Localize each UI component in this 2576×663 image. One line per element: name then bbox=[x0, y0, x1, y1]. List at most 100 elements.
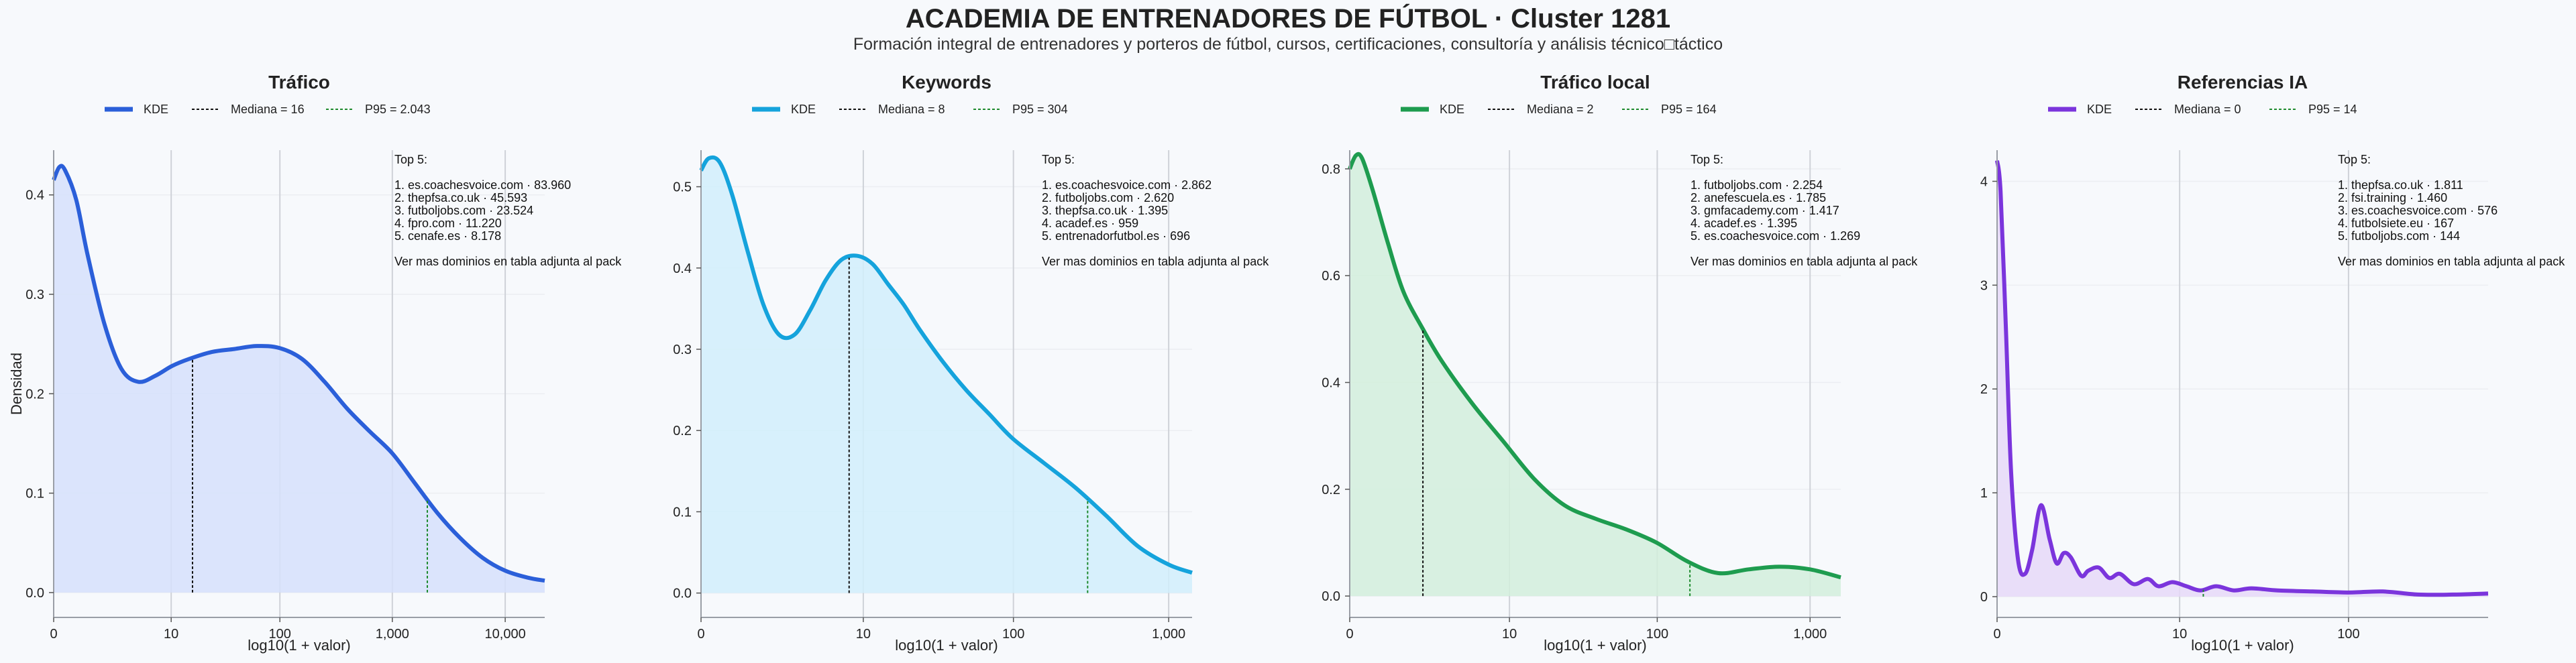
x-tick-label: 10,000 bbox=[485, 627, 526, 642]
top5-header: Top 5: bbox=[2338, 153, 2371, 166]
x-tick-label: 100 bbox=[1646, 627, 1668, 642]
y-tick-label: 0.2 bbox=[1322, 483, 1340, 497]
top5-item: 3. futboljobs.com · 23.524 bbox=[394, 204, 533, 217]
x-tick-label: 10 bbox=[856, 627, 871, 642]
y-tick-label: 0.4 bbox=[1322, 376, 1340, 391]
x-tick-label: 0 bbox=[697, 627, 704, 642]
kde-area bbox=[54, 166, 545, 593]
top5-footer: Ver mas dominios en tabla adjunta al pac… bbox=[1042, 255, 1269, 268]
top5-item: 5. entrenadorfutbol.es · 696 bbox=[1042, 229, 1190, 243]
x-axis-label: log10(1 + valor) bbox=[1544, 637, 1646, 654]
y-tick-label: 0.0 bbox=[673, 587, 692, 601]
y-tick-label: 0.1 bbox=[25, 487, 44, 501]
chart-panel-4: Referencias IA KDE Mediana = 0 P95 = 14 0 1 2 3… bbox=[1980, 72, 2565, 654]
kde-curve bbox=[52, 164, 545, 583]
y-tick-label: 4 bbox=[1980, 174, 1988, 189]
top5-header: Top 5: bbox=[1690, 153, 1723, 166]
legend-median-label: Mediana = 2 bbox=[1527, 103, 1594, 116]
x-tick-label: 0 bbox=[1346, 627, 1353, 642]
top5-footer: Ver mas dominios en tabla adjunta al pac… bbox=[394, 255, 622, 268]
legend-p95-label: P95 = 164 bbox=[1661, 103, 1717, 116]
legend-median-label: Mediana = 8 bbox=[878, 103, 945, 116]
x-tick-label: 0 bbox=[50, 627, 57, 642]
x-tick-label: 0 bbox=[1993, 627, 2000, 642]
x-tick-label: 100 bbox=[2337, 627, 2359, 642]
top5-header: Top 5: bbox=[394, 153, 427, 166]
top5-item: 5. es.coachesvoice.com · 1.269 bbox=[1690, 229, 1860, 243]
top5-item: 5. futboljobs.com · 144 bbox=[2338, 229, 2460, 243]
kde-curve bbox=[1995, 160, 2489, 597]
kde-curve bbox=[1348, 152, 1841, 580]
top5-item: 3. gmfacademy.com · 1.417 bbox=[1690, 204, 1839, 217]
y-tick-label: 0.0 bbox=[1322, 589, 1340, 604]
legend-p95-label: P95 = 14 bbox=[2308, 103, 2357, 116]
x-axis-label: log10(1 + valor) bbox=[2191, 637, 2294, 654]
y-tick-label: 0.5 bbox=[673, 180, 692, 195]
page-subtitle: Formación integral de entrenadores y por… bbox=[853, 35, 1723, 54]
legend-p95-label: P95 = 2.043 bbox=[365, 103, 431, 116]
top5-footer: Ver mas dominios en tabla adjunta al pac… bbox=[1690, 255, 1918, 268]
y-tick-label: 0.3 bbox=[25, 288, 44, 302]
legend-kde-label: KDE bbox=[2087, 103, 2112, 116]
x-tick-label: 1,000 bbox=[1793, 627, 1827, 642]
y-tick-label: 0.1 bbox=[673, 505, 692, 520]
top5-header: Top 5: bbox=[1042, 153, 1075, 166]
top5-item: 3. es.coachesvoice.com · 576 bbox=[2338, 204, 2498, 217]
top5-item: 4. acadef.es · 1.395 bbox=[1690, 217, 1797, 230]
chart-panel-3: Tráfico local KDE Mediana = 2 P95 = 164 0.0 0… bbox=[1322, 72, 1918, 654]
x-tick-label: 1,000 bbox=[376, 627, 409, 642]
top5-item: 4. fpro.com · 11.220 bbox=[394, 217, 502, 230]
top5-item: 2. thepfsa.co.uk · 45.593 bbox=[394, 191, 527, 204]
panel-title: Keywords bbox=[902, 72, 991, 93]
x-tick-label: 100 bbox=[1002, 627, 1024, 642]
x-tick-label: 10 bbox=[2172, 627, 2187, 642]
top5-item: 1. thepfsa.co.uk · 1.811 bbox=[2338, 178, 2463, 192]
kde-curve bbox=[699, 155, 1193, 575]
top5-item: 4. acadef.es · 959 bbox=[1042, 217, 1138, 230]
legend-median-label: Mediana = 16 bbox=[231, 103, 305, 116]
y-tick-label: 0.3 bbox=[673, 343, 692, 357]
legend-kde-label: KDE bbox=[791, 103, 816, 116]
x-axis-label: log10(1 + valor) bbox=[895, 637, 998, 654]
top5-item: 1. es.coachesvoice.com · 83.960 bbox=[394, 178, 571, 192]
panel-title: Referencias IA bbox=[2178, 72, 2308, 93]
legend-p95-label: P95 = 304 bbox=[1012, 103, 1068, 116]
legend-kde-label: KDE bbox=[144, 103, 168, 116]
x-tick-label: 10 bbox=[164, 627, 178, 642]
y-tick-label: 0.4 bbox=[673, 261, 692, 276]
top5-item: 4. futbolsiete.eu · 167 bbox=[2338, 217, 2454, 230]
y-tick-label: 1 bbox=[1980, 486, 1988, 501]
top5-item: 3. thepfsa.co.uk · 1.395 bbox=[1042, 204, 1168, 217]
top5-item: 5. cenafe.es · 8.178 bbox=[394, 229, 501, 243]
y-tick-label: 0.8 bbox=[1322, 162, 1340, 177]
y-tick-label: 0.2 bbox=[25, 387, 44, 402]
top5-footer: Ver mas dominios en tabla adjunta al pac… bbox=[2338, 255, 2565, 268]
top5-item: 2. fsi.training · 1.460 bbox=[2338, 191, 2447, 204]
chart-panel-1: Tráfico KDE Mediana = 16 P95 = 2.043 0.0 0.1 0… bbox=[8, 72, 622, 654]
x-tick-label: 1,000 bbox=[1152, 627, 1185, 642]
x-axis-label: log10(1 + valor) bbox=[248, 637, 350, 654]
chart-panel-2: Keywords KDE Mediana = 8 P95 = 304 0.0 0.1 0.2… bbox=[673, 72, 1269, 654]
top5-item: 1. es.coachesvoice.com · 2.862 bbox=[1042, 178, 1212, 192]
y-axis-label: Densidad bbox=[8, 353, 25, 415]
kde-area bbox=[1997, 160, 2488, 597]
y-tick-label: 0.2 bbox=[673, 424, 692, 438]
y-tick-label: 2 bbox=[1980, 382, 1988, 397]
x-tick-label: 10 bbox=[1502, 627, 1517, 642]
y-tick-label: 0.6 bbox=[1322, 269, 1340, 284]
page-title: ACADEMIA DE ENTRENADORES DE FÚTBOL · Clu… bbox=[905, 4, 1671, 34]
top5-item: 2. futboljobs.com · 2.620 bbox=[1042, 191, 1174, 204]
panel-title: Tráfico local bbox=[1540, 72, 1650, 93]
kde-area bbox=[1350, 154, 1841, 597]
top5-item: 2. anefescuela.es · 1.785 bbox=[1690, 191, 1826, 204]
x-tick-label: 100 bbox=[269, 627, 291, 642]
panel-title: Tráfico bbox=[268, 72, 330, 93]
legend-median-label: Mediana = 0 bbox=[2174, 103, 2241, 116]
legend-kde-label: KDE bbox=[1440, 103, 1464, 116]
top5-item: 1. futboljobs.com · 2.254 bbox=[1690, 178, 1823, 192]
y-tick-label: 0.0 bbox=[25, 586, 44, 601]
y-tick-label: 0 bbox=[1980, 590, 1988, 605]
y-tick-label: 0.4 bbox=[25, 188, 44, 203]
y-tick-label: 3 bbox=[1980, 278, 1988, 293]
